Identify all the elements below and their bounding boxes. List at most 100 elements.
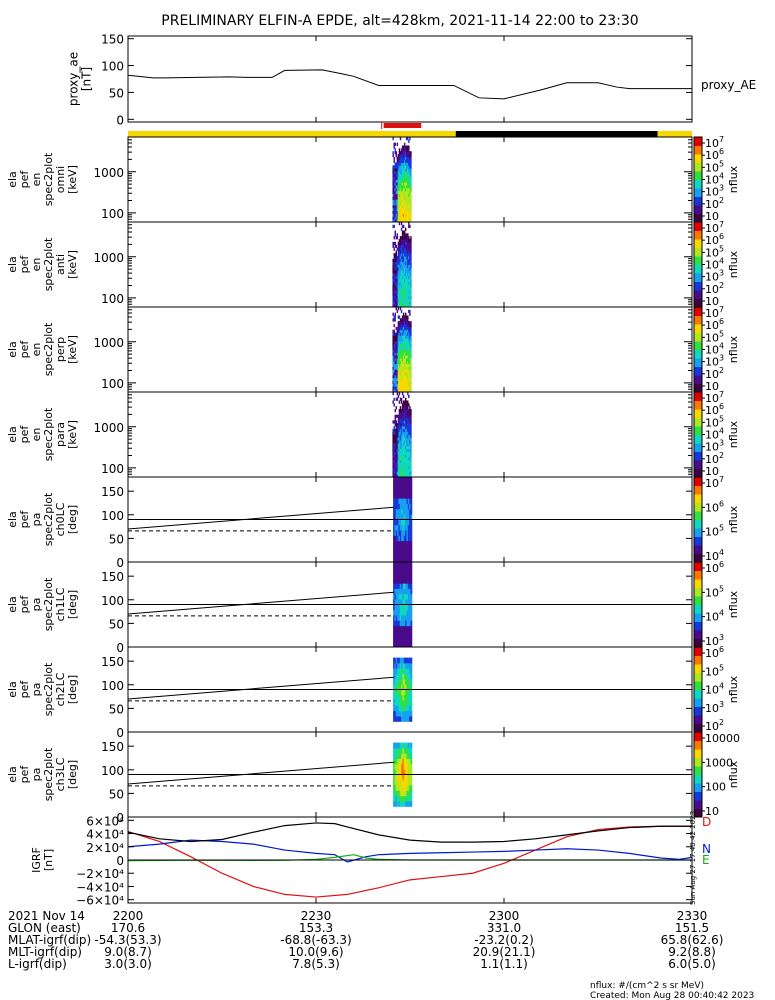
energy-spectrogram-cell: [407, 355, 409, 359]
pa-spectrogram-cell: [397, 593, 399, 600]
energy-spectrogram-cell: [406, 258, 408, 263]
energy-spectrogram-cell: [396, 462, 399, 467]
pa-spectrogram-cell: [405, 774, 407, 781]
energy-spectrogram-cell: [396, 437, 399, 441]
pa-spectrogram-cell: [393, 572, 395, 579]
energy-spectrogram-cell: [401, 355, 404, 359]
energy-spectrogram-cell: [400, 295, 403, 299]
energy-colorbar-segment: [694, 375, 702, 384]
pa-spectrogram-cell: [409, 487, 411, 494]
energy-spectrogram-cell: [395, 275, 398, 280]
energy-spectrogram-cell: [409, 349, 411, 353]
energy-spectrogram-cell: [401, 426, 404, 430]
energy-colorbar-segment: [694, 392, 702, 401]
energy-spectrogram-cell: [393, 213, 395, 217]
energy-spectrogram-cell: [407, 329, 409, 333]
pa-colorbar-tick-label: 104: [705, 548, 724, 563]
energy-spectrogram-cell: [410, 244, 412, 248]
energy-spectrogram-cell: [401, 448, 404, 452]
energy-spectrogram-cell: [394, 193, 396, 197]
pa-spectrogram-cell: [406, 662, 409, 669]
energy-spectrogram-cell: [403, 315, 406, 319]
energy-spectrogram-cell: [400, 383, 403, 387]
pa-spectrogram-cell: [410, 684, 413, 690]
pa-spectrogram-cell: [393, 742, 395, 749]
energy-spectrogram-cell: [398, 284, 401, 288]
energy-colorbar-segment: [694, 230, 702, 240]
pa-spectrogram-cell: [399, 673, 402, 680]
pa-spectrogram-cell: [395, 599, 398, 605]
pa-spectrogram-cell: [409, 503, 411, 510]
energy-spectrogram-cell: [408, 462, 410, 467]
pa-spectrogram-cell: [398, 556, 401, 563]
pa-spectrogram-cell: [394, 498, 397, 504]
energy-ylabel-line: [keV]: [66, 420, 79, 449]
pa-spectrogram-cell: [406, 588, 409, 595]
energy-spectrogram-cell: [395, 355, 398, 359]
energy-spectrogram-cell: [403, 210, 406, 214]
energy-spectrogram-cell: [392, 219, 394, 223]
energy-spectrogram-cell: [400, 287, 403, 291]
energy-spectrogram-cell: [404, 462, 407, 467]
energy-spectrogram-cell: [409, 423, 411, 427]
pa-spectrogram-cell: [402, 514, 405, 520]
pa-spectrogram-cell: [393, 503, 395, 510]
energy-spectrogram-cell: [408, 369, 410, 373]
energy-spectrogram-cell: [410, 241, 412, 246]
energy-spectrogram-cell: [398, 247, 401, 251]
pa-spectrogram-cell: [409, 684, 411, 690]
pa-spectrogram-cell: [397, 477, 399, 483]
energy-spectrogram-cell: [400, 409, 403, 413]
pa-spectrogram-cell: [409, 498, 411, 504]
energy-spectrogram-cell: [392, 434, 394, 438]
pa-spectrogram-cell: [402, 535, 405, 542]
energy-spectrogram-cell: [399, 193, 402, 197]
igrf-legend-d: D: [702, 815, 711, 829]
energy-spectrogram-cell: [396, 346, 399, 350]
energy-spectrogram-cell: [395, 462, 398, 467]
pa-spectrogram-cell: [398, 508, 401, 515]
energy-spectrogram-cell: [399, 426, 402, 430]
energy-colorbar-segment: [694, 417, 702, 427]
proxy-ae-ylabel-line: [nT]: [80, 67, 94, 91]
energy-spectrogram-cell: [409, 156, 411, 161]
pa-spectrogram-cell: [409, 795, 411, 802]
pa-spectrogram-cell: [401, 556, 403, 563]
pa-spectrogram-cell: [399, 514, 402, 520]
energy-spectrogram-cell: [410, 210, 412, 214]
pa-spectrogram-cell: [402, 700, 405, 706]
energy-spectrogram-cell: [404, 355, 407, 359]
pa-spectrogram-cell: [402, 477, 405, 483]
pa-spectrogram-cell: [397, 684, 399, 690]
energy-spectrogram-cell: [399, 173, 402, 178]
energy-spectrogram-cell: [402, 451, 405, 455]
energy-spectrogram-cell: [395, 423, 398, 427]
pa-spectrogram-cell: [402, 694, 405, 701]
energy-spectrogram-cell: [397, 202, 400, 206]
pa-spectrogram-cell: [401, 535, 403, 542]
energy-spectrogram-cell: [393, 460, 395, 464]
energy-spectrogram-cell: [404, 247, 407, 251]
pa-spectrogram-cell: [410, 689, 413, 696]
pa-spectrogram-cell: [406, 689, 409, 696]
energy-spectrogram-cell: [399, 346, 402, 350]
pa-spectrogram-cell: [409, 540, 411, 547]
energy-spectrogram-cell: [403, 230, 406, 234]
energy-spectrogram-cell: [404, 471, 407, 475]
energy-spectrogram-cell: [403, 324, 406, 328]
energy-spectrogram-cell: [409, 338, 411, 342]
pa-spectrogram-cell: [407, 477, 410, 483]
energy-spectrogram-cell: [400, 162, 403, 166]
pa-spectrogram-cell: [401, 625, 403, 632]
energy-spectrogram-cell: [403, 440, 406, 444]
energy-spectrogram-cell: [400, 171, 403, 175]
energy-spectrogram-cell: [393, 403, 395, 407]
pa-spectrogram-cell: [393, 779, 395, 786]
energy-spectrogram-cell: [393, 324, 395, 328]
pa-spectrogram-cell: [401, 795, 403, 802]
energy-spectrogram-cell: [401, 462, 404, 467]
pa-spectrogram-cell: [394, 673, 397, 680]
energy-spectrogram-cell: [408, 394, 410, 399]
energy-spectrogram-cell: [408, 139, 410, 144]
loss-cone-line: [127, 676, 395, 700]
